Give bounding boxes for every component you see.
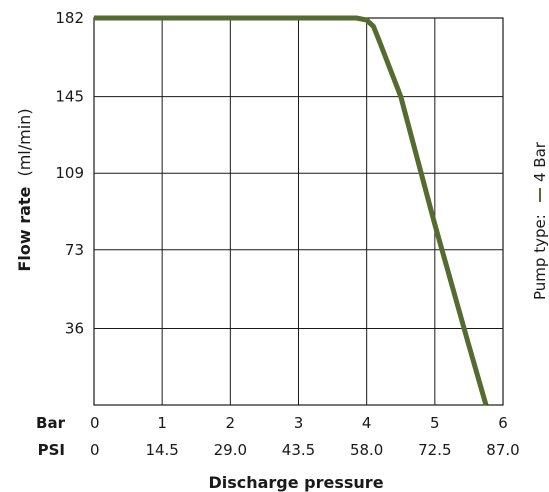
y-axis-title: Flow rate (ml/min) [15, 108, 34, 271]
legend-series-name: 4 Bar [531, 141, 549, 182]
x-tick-label: 1 [157, 414, 167, 432]
y-tick-label: 182 [55, 9, 84, 27]
series-layer [94, 15, 489, 406]
y-tick-label: 145 [55, 88, 84, 106]
x-tick-label: 43.5 [282, 441, 315, 459]
series-line [94, 15, 489, 406]
x-tick-label: 0 [90, 441, 100, 459]
x-tick-labels: Bar 0 1 2 3 4 5 6 PSI 0 14.5 29.0 43.5 58.0 72.5 87.0 [36, 414, 520, 459]
x-tick-label: 3 [294, 414, 304, 432]
x-tick-label: 2 [226, 414, 236, 432]
x-row-label: Bar [36, 414, 66, 432]
x-tick-label: 0 [90, 414, 100, 432]
x-tick-label: 4 [362, 414, 372, 432]
x-tick-label: 72.5 [418, 441, 451, 459]
x-tick-label: 29.0 [214, 441, 247, 459]
y-tick-label: 109 [55, 164, 84, 182]
x-tick-label: 6 [498, 414, 508, 432]
y-tick-label: 36 [65, 319, 84, 337]
y-tick-label: 73 [65, 241, 84, 259]
x-tick-label: 87.0 [486, 441, 519, 459]
legend: Pump type: 4 Bar [531, 141, 549, 300]
y-axis-unit: (ml/min) [15, 108, 34, 176]
x-tick-label: 14.5 [145, 441, 178, 459]
legend-title: Pump type: [531, 214, 549, 300]
plot-grid [93, 17, 504, 406]
x-tick-label: 5 [430, 414, 440, 432]
y-axis-label: Flow rate [15, 186, 34, 271]
x-row-label: PSI [38, 441, 65, 459]
x-axis-title: Discharge pressure [208, 473, 383, 492]
x-tick-label: 58.0 [350, 441, 383, 459]
y-tick-labels: 182 145 109 73 36 [55, 9, 84, 337]
